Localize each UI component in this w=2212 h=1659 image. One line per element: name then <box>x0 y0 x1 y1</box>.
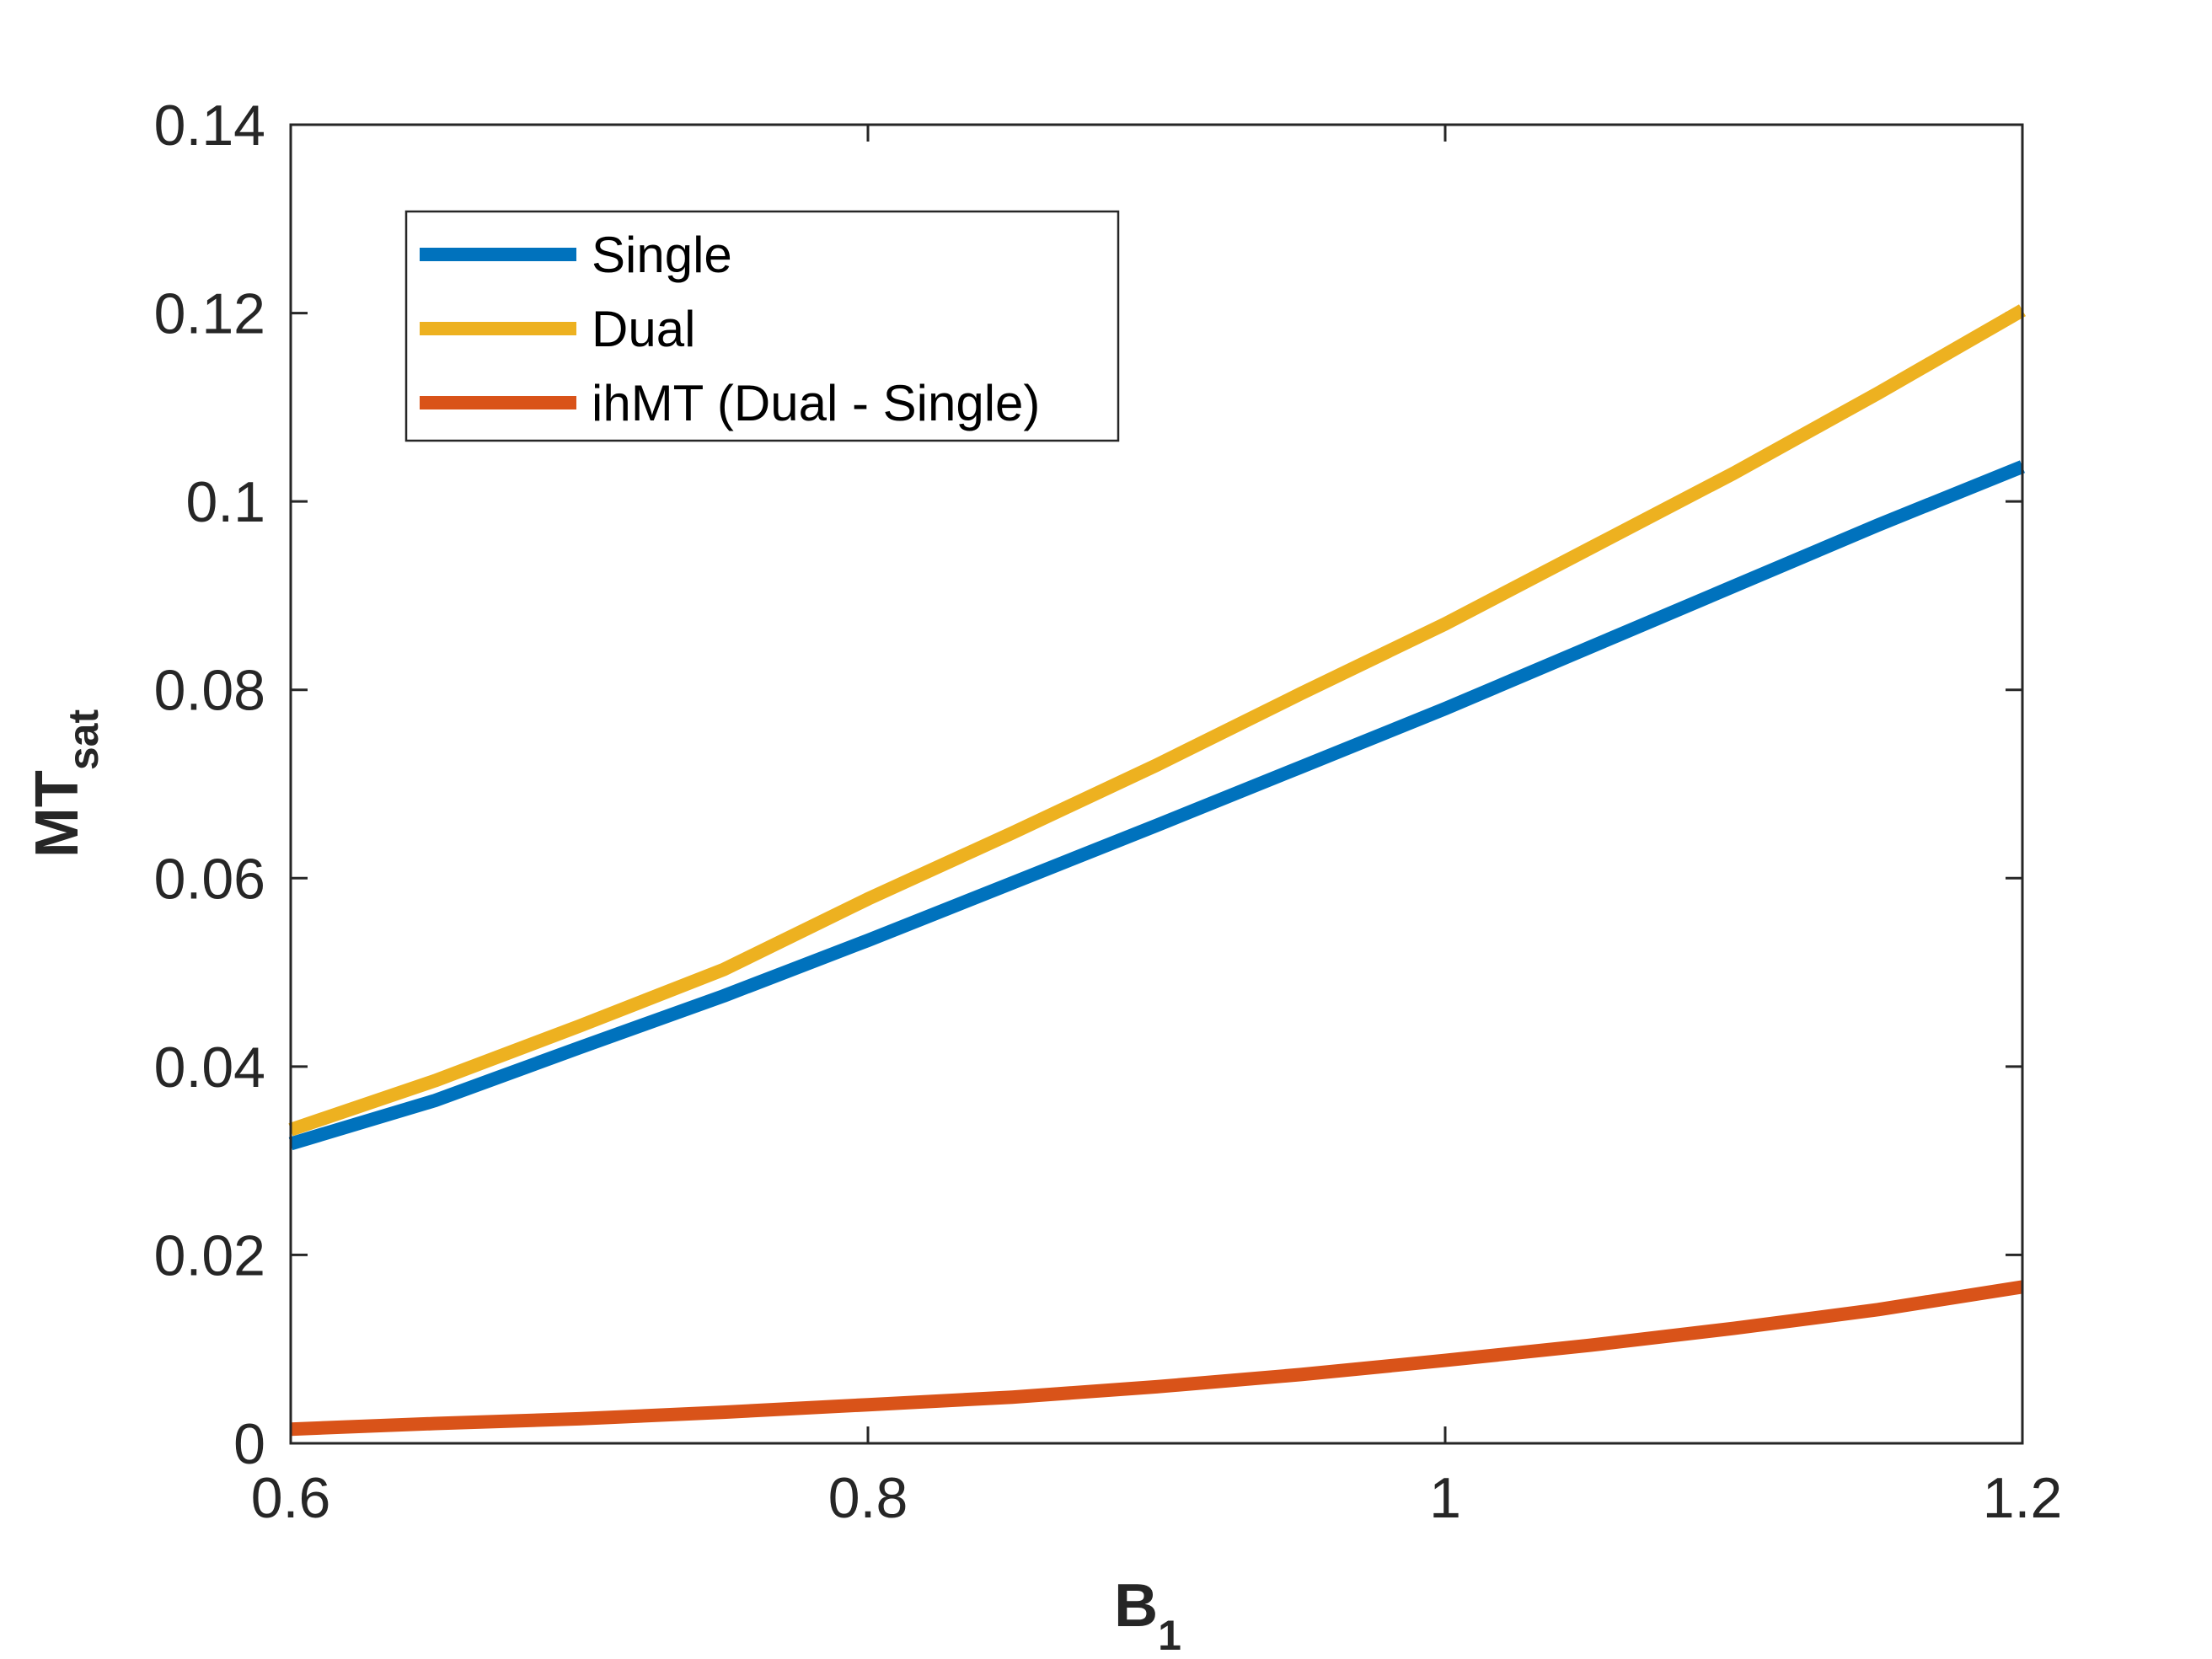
legend: Single Dual ihMT (Dual - Single) <box>404 210 1120 442</box>
tick-labels-layer: 0.6 0.8 1 1.2 0 0.02 0.04 0.06 0.08 0.1 0.12 0.14 <box>154 94 2063 1530</box>
x-axis-title-sub: 1 <box>1158 1612 1181 1659</box>
series-lines-layer <box>288 304 2026 1437</box>
y-tick-label: 0.06 <box>154 847 265 911</box>
x-tick-label: 0.6 <box>251 1466 331 1530</box>
y-tick-label: 0.1 <box>185 470 265 534</box>
y-tick-label: 0.02 <box>154 1223 265 1287</box>
legend-label-1: Single <box>592 227 732 283</box>
y-axis-title: MTsat <box>24 709 107 859</box>
series-line-2 <box>288 304 2026 1137</box>
legend-label-2: Dual <box>592 301 695 357</box>
y-tick-label: 0 <box>233 1412 265 1476</box>
series-line-1 <box>288 460 2026 1151</box>
x-tick-label: 1 <box>1429 1466 1461 1530</box>
y-tick-label: 0.14 <box>154 94 265 158</box>
x-tick-label: 0.8 <box>828 1466 908 1530</box>
plot-frame <box>289 123 2024 1445</box>
x-axis-title-main: B <box>1114 1572 1158 1640</box>
y-tick-label: 0.08 <box>154 659 265 723</box>
x-axis-title: B1 <box>1114 1572 1181 1659</box>
legend-label-3: ihMT (Dual - Single) <box>592 375 1040 431</box>
y-axis-title-sub: sat <box>60 709 107 771</box>
y-tick-label: 0.12 <box>154 282 265 346</box>
legend-items: Single Dual ihMT (Dual - Single) <box>420 227 1040 431</box>
x-tick-label: 1.2 <box>1983 1466 2063 1530</box>
series-line-3 <box>290 1280 2024 1437</box>
y-axis-title-main: MT <box>24 770 91 858</box>
y-tick-label: 0.04 <box>154 1036 265 1100</box>
